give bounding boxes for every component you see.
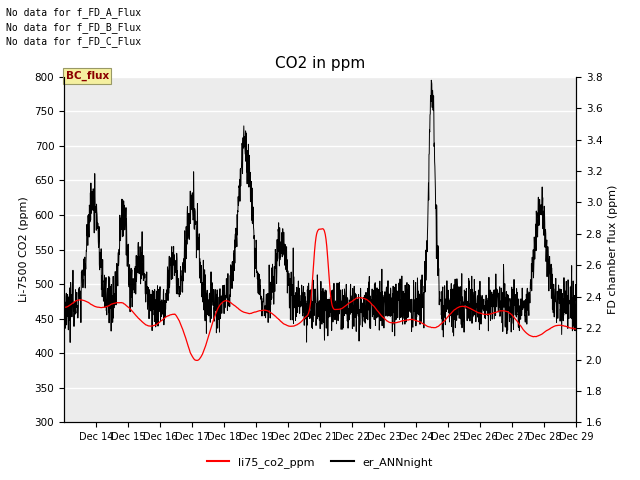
Y-axis label: Li-7500 CO2 (ppm): Li-7500 CO2 (ppm) (19, 197, 29, 302)
Text: BC_flux: BC_flux (66, 71, 109, 81)
Text: No data for f_FD_A_Flux: No data for f_FD_A_Flux (6, 7, 141, 18)
Text: No data for f_FD_C_Flux: No data for f_FD_C_Flux (6, 36, 141, 47)
Legend: li75_co2_ppm, er_ANNnight: li75_co2_ppm, er_ANNnight (203, 452, 437, 472)
Y-axis label: FD chamber flux (ppm): FD chamber flux (ppm) (608, 185, 618, 314)
Text: No data for f_FD_B_Flux: No data for f_FD_B_Flux (6, 22, 141, 33)
Title: CO2 in ppm: CO2 in ppm (275, 57, 365, 72)
